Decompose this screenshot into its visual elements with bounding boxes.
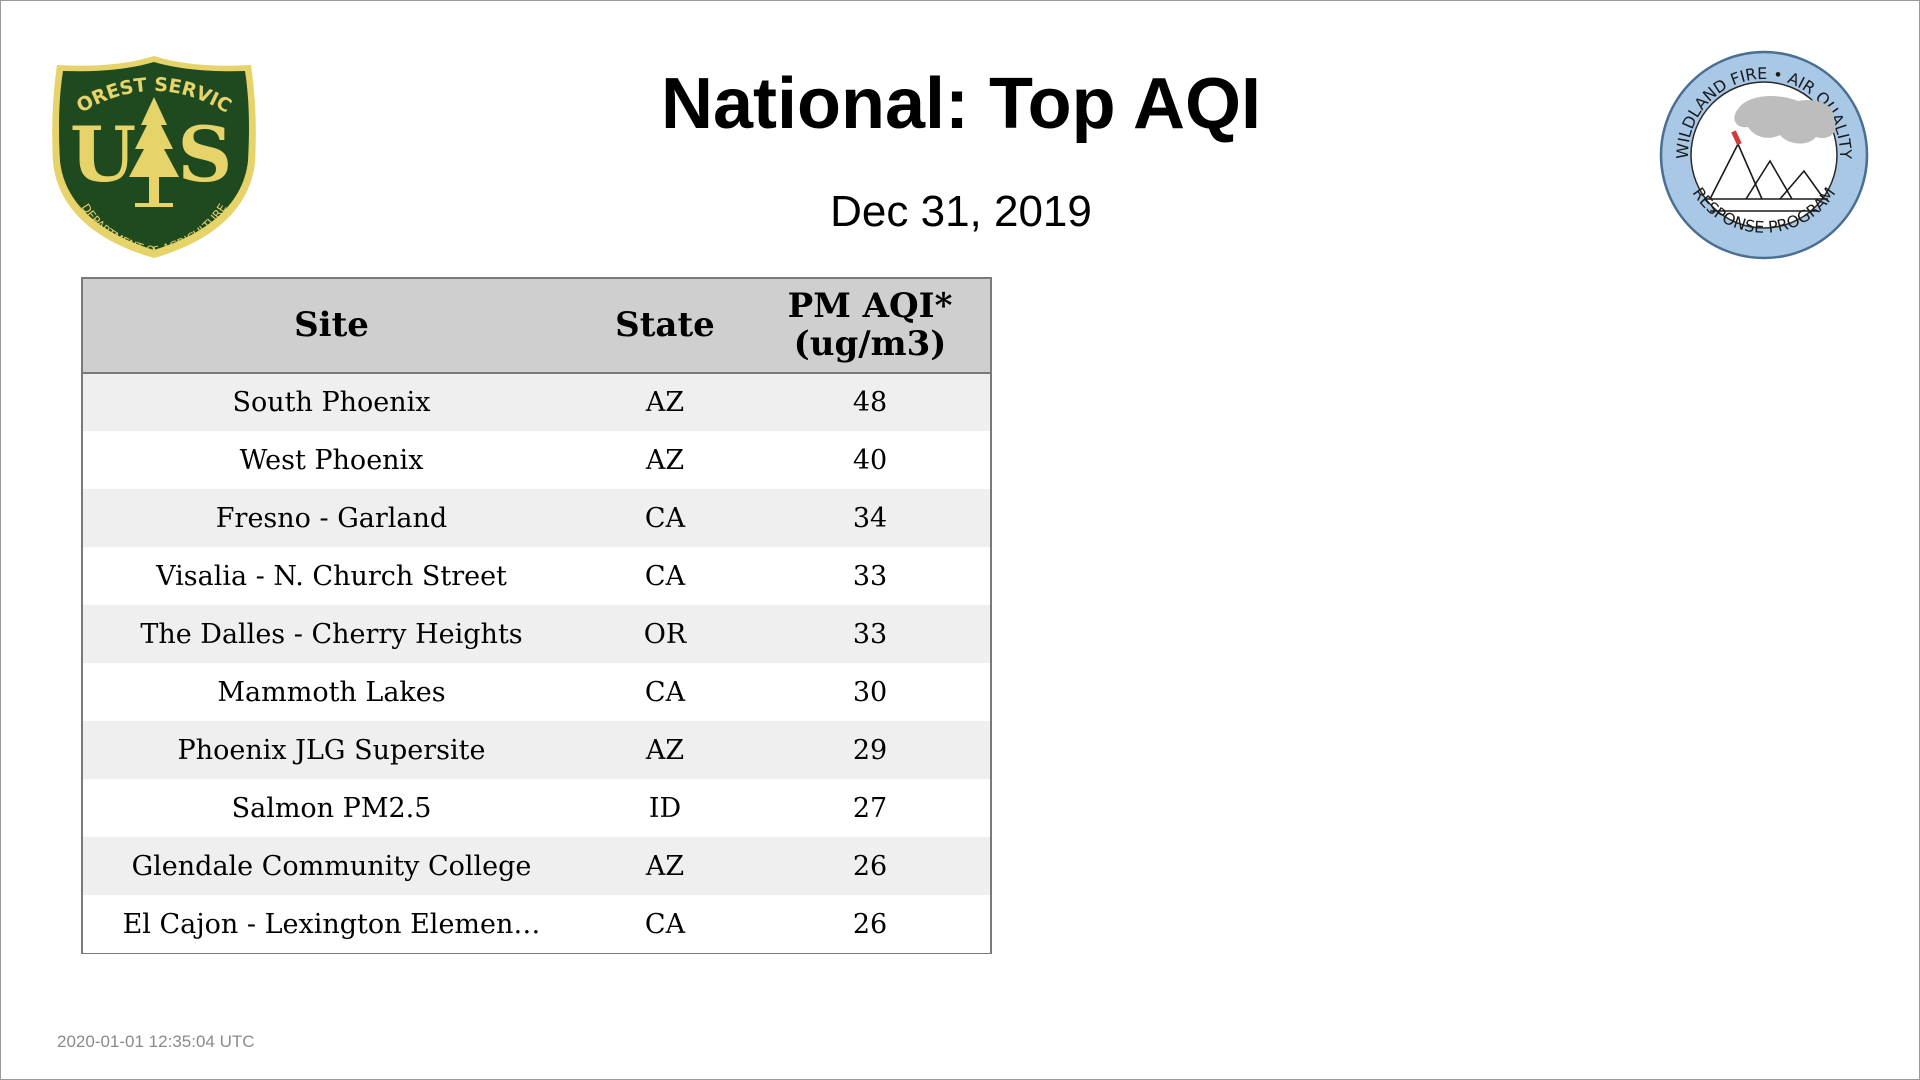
- state-cell: AZ: [645, 734, 685, 766]
- column-header-aqi-label: PM AQI*: [787, 286, 953, 327]
- table-row: Glendale Community College AZ 26: [83, 837, 990, 895]
- aqi-cell: 34: [852, 502, 888, 534]
- site-cell: South Phoenix: [232, 387, 431, 418]
- state-cell: AZ: [645, 850, 685, 882]
- page-title: National: Top AQI: [661, 64, 1261, 144]
- aqi-cell: 40: [852, 444, 888, 476]
- site-cell: West Phoenix: [239, 444, 424, 476]
- forest-service-shield-icon: FOREST SERVICE U S DEPARTMENT OF AGRICUL…: [45, 36, 256, 258]
- aqi-cell: 33: [852, 618, 888, 650]
- aqi-cell: 26: [852, 908, 888, 940]
- state-cell: CA: [644, 502, 686, 534]
- report-date: Dec 31, 2019: [830, 187, 1092, 236]
- smoke-cloud-icon: [1734, 96, 1836, 144]
- forest-service-logo: FOREST SERVICE U S DEPARTMENT OF AGRICUL…: [45, 36, 257, 259]
- wildland-fire-seal-icon: WILDLAND FIRE • AIR QUALITY RESPONSE PRO…: [1659, 50, 1869, 260]
- column-header-aqi-unit: (ug/m3): [793, 323, 947, 364]
- state-cell: AZ: [645, 387, 685, 418]
- state-cell: OR: [643, 618, 687, 650]
- table-header-row: Site State PM AQI* (ug/m3): [83, 279, 990, 373]
- logo-letter-u: U: [70, 110, 136, 199]
- table-row: El Cajon - Lexington Elemen… CA 26: [83, 895, 990, 953]
- aqi-cell: 48: [852, 387, 888, 418]
- pine-tree-icon: [129, 97, 179, 207]
- table-row: Visalia - N. Church Street CA 33: [83, 547, 990, 605]
- aqi-table: Site State PM AQI* (ug/m3) South Phoenix…: [83, 279, 990, 953]
- column-header-aqi: PM AQI* (ug/m3): [750, 279, 990, 373]
- column-header-site: Site: [294, 304, 369, 345]
- site-cell: Fresno - Garland: [215, 502, 448, 534]
- site-cell: Mammoth Lakes: [217, 676, 446, 708]
- site-cell: The Dalles - Cherry Heights: [140, 618, 523, 650]
- generated-timestamp: 2020-01-01 12:35:04 UTC: [57, 1032, 255, 1051]
- site-cell: Phoenix JLG Supersite: [177, 734, 486, 766]
- column-header-state: State: [615, 304, 715, 345]
- table-row: Salmon PM2.5 ID 27: [83, 779, 990, 837]
- table-row: Fresno - Garland CA 34: [83, 489, 990, 547]
- logo-letter-s: S: [178, 110, 233, 199]
- aqi-cell: 27: [852, 792, 888, 824]
- flag-icon: [1731, 130, 1742, 146]
- state-cell: AZ: [645, 444, 685, 476]
- state-cell: CA: [644, 560, 686, 592]
- table-row: Phoenix JLG Supersite AZ 29: [83, 721, 990, 779]
- aqi-cell: 30: [852, 676, 888, 708]
- site-cell: Salmon PM2.5: [231, 792, 432, 824]
- aqi-table-container: Site State PM AQI* (ug/m3) South Phoenix…: [81, 277, 992, 954]
- wildland-fire-program-logo: WILDLAND FIRE • AIR QUALITY RESPONSE PRO…: [1658, 49, 1871, 262]
- state-cell: ID: [648, 792, 682, 824]
- table-row: Mammoth Lakes CA 30: [83, 663, 990, 721]
- state-cell: CA: [644, 676, 686, 708]
- site-cell: Glendale Community College: [131, 850, 532, 882]
- aqi-cell: 33: [852, 560, 888, 592]
- site-cell: Visalia - N. Church Street: [156, 560, 507, 592]
- table-row: The Dalles - Cherry Heights OR 33: [83, 605, 990, 663]
- aqi-cell: 29: [852, 734, 888, 766]
- table-row: West Phoenix AZ 40: [83, 431, 990, 489]
- state-cell: CA: [644, 908, 686, 940]
- site-cell: El Cajon - Lexington Elemen…: [122, 908, 541, 940]
- aqi-cell: 26: [852, 850, 888, 882]
- table-row: South Phoenix AZ 48: [83, 373, 990, 431]
